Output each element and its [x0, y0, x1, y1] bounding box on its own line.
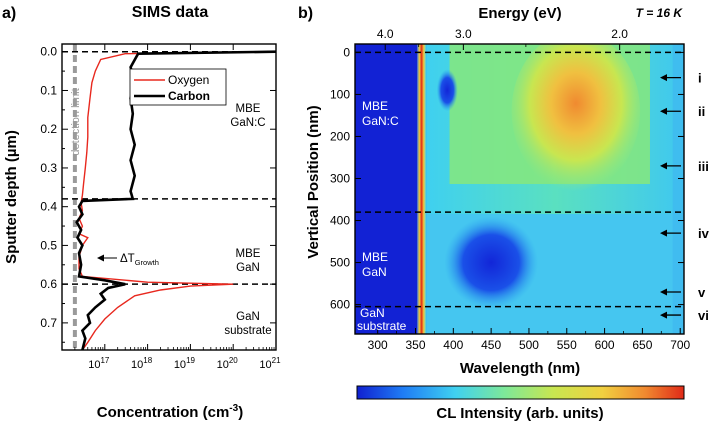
sims-region-mbe-gan-line2: GaN	[236, 262, 260, 274]
cl-axes: 300 350 400 450 500 550 600 650 700 0 100 200 300 400…	[330, 27, 691, 352]
sims-plot-area	[62, 44, 276, 350]
sims-region-mbe-ganc-line1: MBE	[236, 103, 261, 115]
sims-y-tick-label: 0.7	[40, 316, 57, 330]
colorbar	[356, 385, 685, 400]
cl-y-tick-label: 100	[330, 87, 350, 101]
sims-legend: Oxygen Carbon	[129, 68, 227, 106]
colorbar-label: CL Intensity (arb. units)	[436, 405, 603, 422]
marker-iii-label: iii	[698, 159, 709, 174]
cl-plot-frame	[354, 43, 685, 335]
sims-x-tick-label: 1017	[88, 356, 110, 371]
cl-x-tick-label: 650	[632, 338, 652, 352]
heatmap-right-edge	[672, 44, 684, 334]
carbon-series-line	[75, 50, 276, 350]
heatmap-low-intensity-spot	[436, 69, 458, 112]
marker-vi-label: vi	[698, 308, 709, 323]
marker-ii-label: ii	[698, 104, 705, 119]
sims-plot-frame	[61, 43, 277, 351]
sims-x-tick-label: 1018	[131, 356, 153, 371]
sims-y-tick-label: 0.3	[40, 161, 57, 175]
sims-y-tick-label: 0.6	[40, 277, 57, 291]
marker-vi-arrow-head	[660, 311, 667, 319]
sims-x-tick-label: 1019	[174, 356, 196, 371]
sims-x-axis-label: Concentration (cm-3)	[97, 403, 243, 421]
legend-box	[129, 68, 227, 106]
energy-tick-label: 4.0	[377, 27, 394, 41]
cl-region-mbe-gan-line1: MBE	[362, 250, 388, 264]
cl-region-mbe-ganc-line2: GaN:C	[362, 114, 399, 128]
marker-iv-label: iv	[698, 226, 710, 241]
sims-y-tick-label: 0.1	[40, 83, 57, 97]
cl-y-tick-label: 200	[330, 129, 350, 143]
cl-interface-lines	[355, 51, 684, 308]
sims-region-substrate-line2: substrate	[224, 325, 271, 337]
cl-y-tick-label: 500	[330, 256, 350, 270]
sims-axes: 0.0 0.1 0.2 0.3 0.4 0.5 0.6 0.7 1017 1018 1019 1020…	[40, 44, 281, 371]
marker-v-label: v	[698, 285, 706, 300]
cl-y-tick-label: 0	[343, 45, 350, 59]
legend-carbon-label: Carbon	[168, 89, 210, 103]
cl-region-substrate-line1: GaN	[360, 306, 385, 320]
cl-y-axis-label: Vertical Position (nm)	[305, 105, 322, 258]
cl-region-substrate-line2: substrate	[357, 319, 407, 333]
panel-a-label: a)	[2, 5, 16, 22]
marker-iv-arrow-head	[660, 229, 667, 237]
marker-v-arrow-head	[660, 288, 667, 296]
cl-x-tick-label: 450	[481, 338, 501, 352]
cl-x-tick-label: 300	[368, 338, 388, 352]
marker-iii-arrow-head	[660, 162, 667, 170]
sims-y-tick-label: 0.5	[40, 238, 57, 252]
panel-b-label: b)	[298, 5, 313, 22]
cl-x-tick-label: 350	[405, 338, 425, 352]
cl-x-axis-label: Wavelength (nm)	[460, 360, 580, 377]
cl-y-tick-label: 300	[330, 171, 350, 185]
cl-x-tick-label: 500	[519, 338, 539, 352]
cl-region-mbe-ganc-line1: MBE	[362, 99, 388, 113]
energy-tick-label: 3.0	[455, 27, 472, 41]
cl-x-tick-label: 700	[670, 338, 690, 352]
sims-y-axis-label: Sputter depth (µm)	[3, 130, 20, 264]
cl-x-tick-label: 600	[595, 338, 615, 352]
heatmap-low-intensity-region	[444, 216, 539, 309]
sims-y-tick-label: 0.2	[40, 122, 57, 136]
cl-y-tick-label: 400	[330, 214, 350, 228]
temperature-label: T = 16 K	[636, 6, 684, 20]
marker-i-arrow-head	[660, 74, 667, 82]
cl-x-tick-label: 400	[443, 338, 463, 352]
heatmap-below-bandgap	[355, 44, 418, 334]
sims-region-mbe-ganc-line2: GaN:C	[230, 117, 265, 129]
delta-t-text: ΔTGrowth	[120, 253, 159, 267]
heatmap-band-edge-emission	[417, 44, 427, 334]
marker-ii-arrow-head	[660, 107, 667, 115]
energy-axis-label: Energy (eV)	[478, 5, 561, 22]
sims-x-tick-label: 1020	[217, 356, 239, 371]
sims-interface-lines	[62, 50, 276, 285]
cl-x-tick-label: 550	[557, 338, 577, 352]
detection-limit-label: detection limit	[70, 88, 82, 155]
panel-a-title: SIMS data	[132, 4, 209, 21]
sims-x-tick-label: 1021	[259, 356, 281, 371]
sims-y-tick-label: 0.0	[40, 45, 57, 59]
legend-oxygen-label: Oxygen	[168, 73, 209, 87]
delta-t-arrow-head	[97, 254, 104, 262]
sims-region-mbe-gan-line1: MBE	[236, 248, 261, 260]
cl-region-mbe-gan-line2: GaN	[362, 265, 387, 279]
sims-region-substrate-line1: GaN	[236, 311, 260, 323]
delta-t-growth-annotation: ΔTGrowth	[97, 253, 159, 267]
energy-tick-label: 2.0	[611, 27, 628, 41]
sims-y-tick-label: 0.4	[40, 200, 57, 214]
marker-i-label: i	[698, 71, 702, 86]
cl-y-tick-label: 600	[330, 298, 350, 312]
heatmap-yellow-luminescence	[511, 44, 641, 192]
cl-heatmap	[355, 44, 684, 334]
